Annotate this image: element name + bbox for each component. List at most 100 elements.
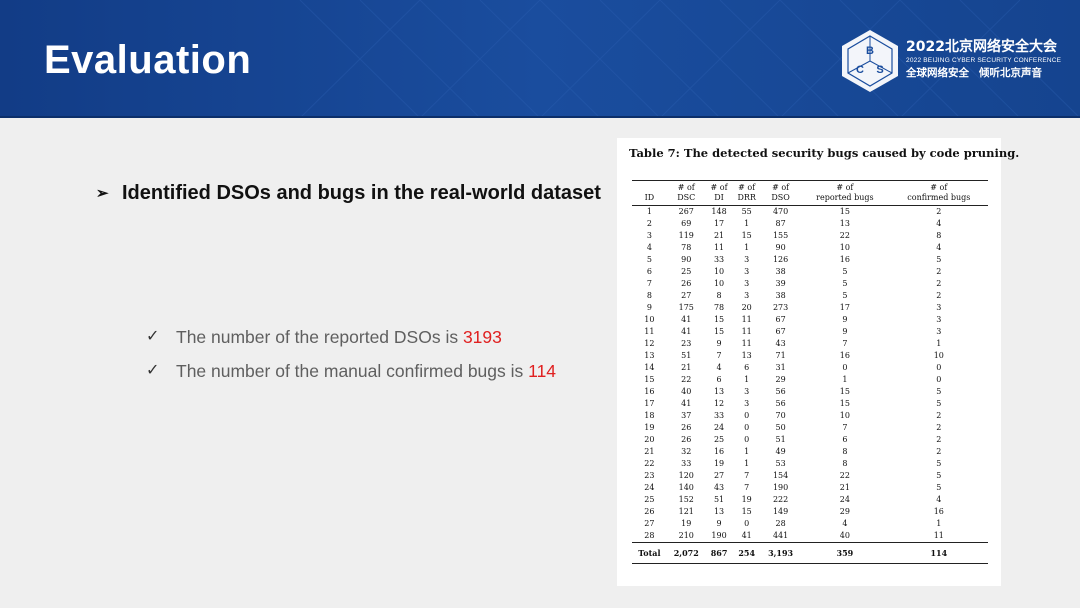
table-cell: 38: [775, 266, 786, 276]
table-row: 19 26 24 0 50 7 2: [632, 422, 988, 434]
table-cell: 26: [681, 278, 692, 288]
table-cell: 29: [775, 374, 786, 384]
table-cell: 15: [839, 386, 850, 396]
table-cell: 15: [839, 398, 850, 408]
table-cell: 41: [681, 326, 692, 336]
table-cell: 1: [842, 374, 848, 384]
table-cell: 3: [936, 302, 942, 312]
table-cell: 5: [842, 278, 848, 288]
table-cell: 39: [775, 278, 786, 288]
table-cell: 22: [839, 230, 850, 240]
table-cell: 119: [678, 230, 694, 240]
table-cell: 51: [775, 434, 786, 444]
logo-letter-b: B: [866, 45, 874, 57]
table-cell: 16: [839, 350, 850, 360]
table-cell: 1: [744, 446, 750, 456]
table-cell: 12: [713, 398, 725, 408]
table-cell: 6: [744, 362, 750, 372]
table-cell: 8: [936, 230, 942, 240]
table-cell: 1: [936, 518, 942, 528]
table-row: 5 90 33 3 126 16 5: [632, 254, 988, 266]
table-row: 27 19 9 0 28 4 1: [632, 518, 988, 530]
table-row: 16 40 13 3 56 15 5: [632, 386, 988, 398]
table-cell: 6: [716, 374, 722, 384]
table-row: 2 69 17 1 87 13 4: [632, 218, 988, 230]
table-cell: 120: [678, 470, 694, 480]
table-cell: 1: [744, 218, 750, 228]
table-cell: 13: [741, 350, 752, 360]
table-cell: 1: [744, 242, 750, 252]
slogan-left: 全球网络安全: [906, 67, 969, 79]
table-cell: 27: [681, 290, 692, 300]
table-cell: 470: [772, 207, 789, 216]
table-figure: Table 7: The detected security bugs caus…: [617, 138, 1019, 586]
table-cell: 190: [772, 482, 789, 492]
table-cell: 3: [744, 386, 750, 396]
table-cell: 11: [741, 314, 752, 324]
table-cell: 19: [713, 458, 725, 468]
table-cell: 126: [772, 254, 789, 264]
table-cell: 40: [681, 386, 692, 396]
table-cell: 7: [716, 350, 722, 360]
table-cell: 0: [936, 362, 942, 372]
finding-confirmed-bugs: ✓ The number of the manual confirmed bug…: [146, 354, 566, 388]
table-cell: 55: [741, 207, 752, 216]
table-cell: 5: [842, 290, 848, 300]
table-cell: 31: [775, 362, 786, 372]
table-cell: 267: [678, 207, 694, 216]
table-cell: 26: [681, 434, 692, 444]
table-cell: 9: [716, 338, 722, 348]
table-cell: 15: [713, 326, 725, 336]
table-cell: 21: [644, 446, 655, 456]
table-cell: 38: [775, 290, 786, 300]
banner-divider: [0, 116, 1080, 118]
table-cell: 41: [741, 530, 752, 540]
table-cell: 154: [772, 470, 789, 480]
col-header-dsc: # of DSC: [677, 183, 696, 202]
table-header-row: ID # of DSC # of DI # of DRR # of DSO # of re…: [632, 180, 988, 206]
total-cell: 359: [836, 547, 854, 558]
table-cell: 71: [775, 350, 786, 360]
table-cell: 2: [936, 278, 942, 288]
table-cell: 67: [775, 326, 786, 336]
table-cell: 15: [644, 374, 655, 384]
total-cell: Total: [638, 547, 661, 558]
table-cell: 13: [713, 386, 725, 396]
table-cell: 10: [839, 242, 850, 252]
table-cell: 51: [713, 494, 725, 504]
table-cell: 27: [644, 518, 655, 528]
table-cell: 4: [936, 242, 942, 252]
table-cell: 13: [713, 506, 725, 516]
table-cell: 5: [936, 386, 942, 396]
total-cell: 2,072: [673, 547, 699, 558]
total-cell: 114: [930, 547, 948, 558]
table-cell: 9: [716, 518, 722, 528]
table-cell: 10: [933, 350, 944, 360]
table-row: 6 25 10 3 38 5 2: [632, 266, 988, 278]
table-cell: 10: [713, 266, 725, 276]
table-cell: 152: [678, 494, 694, 504]
table-cell: 155: [772, 230, 789, 240]
check-icon: ✓: [146, 362, 160, 379]
total-cell: 867: [710, 547, 728, 558]
table-cell: 1: [744, 458, 750, 468]
finding-text: The number of the manual confirmed bugs …: [176, 361, 529, 381]
table-cell: 4: [842, 518, 848, 528]
table-cell: 2: [646, 218, 652, 228]
logo-letter-s: S: [876, 64, 883, 76]
slide-title: Evaluation: [44, 38, 252, 82]
finding-reported-dsos: ✓ The number of the reported DSOs is 319…: [146, 320, 566, 354]
table-container: ID # of DSC # of DI # of DRR # of DSO # of re…: [632, 180, 988, 564]
table-cell: 1: [936, 338, 942, 348]
table-cell: 51: [681, 350, 692, 360]
table-cell: 16: [839, 254, 850, 264]
table-row: 3 119 21 15 155 22 8: [632, 230, 988, 242]
table-cell: 210: [678, 530, 694, 540]
table-cell: 40: [839, 530, 850, 540]
table-cell: 0: [744, 518, 750, 528]
table-cell: 7: [646, 278, 652, 288]
col-header-drr: # of DRR: [737, 183, 756, 202]
table-cell: 2: [936, 434, 942, 444]
table-cell: 3: [744, 266, 750, 276]
table-cell: 37: [681, 410, 692, 420]
